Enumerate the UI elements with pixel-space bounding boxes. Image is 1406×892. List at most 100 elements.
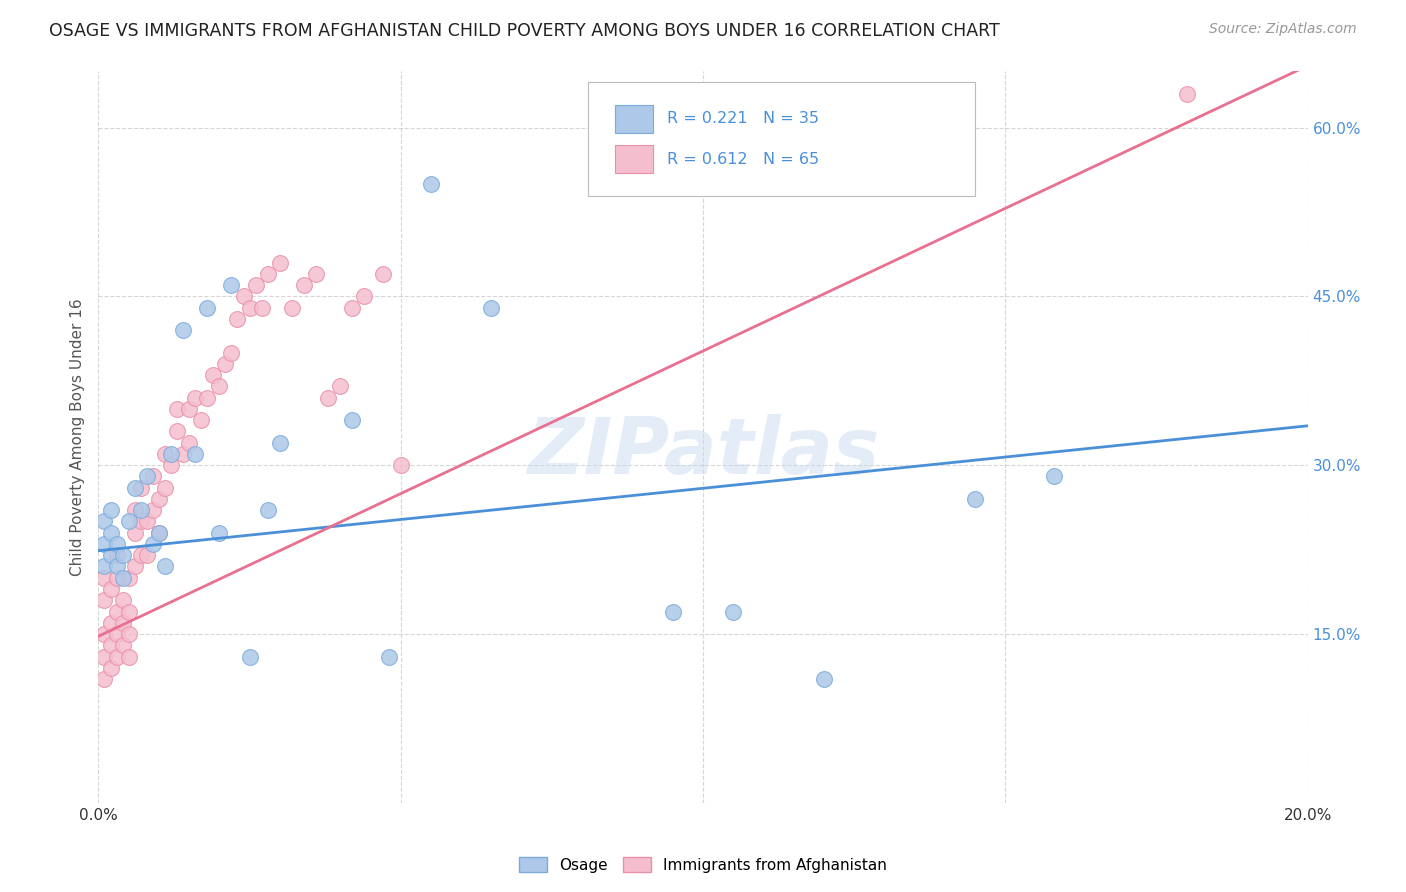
- Point: [256, 503, 278, 517]
- FancyBboxPatch shape: [588, 82, 976, 195]
- Point: [100, 582, 122, 596]
- Text: OSAGE VS IMMIGRANTS FROM AFGHANISTAN CHILD POVERTY AMONG BOYS UNDER 16 CORRELATI: OSAGE VS IMMIGRANTS FROM AFGHANISTAN CHI…: [49, 22, 1000, 40]
- Point: [166, 425, 188, 439]
- Point: [208, 525, 231, 540]
- Point: [100, 661, 122, 675]
- Point: [148, 525, 170, 540]
- Point: [129, 481, 152, 495]
- Point: [105, 627, 128, 641]
- Point: [105, 537, 128, 551]
- Point: [142, 469, 165, 483]
- Point: [160, 458, 183, 473]
- Point: [93, 537, 115, 551]
- Point: [105, 605, 128, 619]
- Point: [111, 571, 134, 585]
- Point: [172, 447, 194, 461]
- Point: [105, 559, 128, 574]
- Point: [100, 615, 122, 630]
- Point: [148, 525, 170, 540]
- Point: [250, 301, 273, 315]
- Point: [118, 649, 141, 664]
- Point: [195, 301, 218, 315]
- Point: [661, 605, 683, 619]
- Point: [93, 571, 115, 585]
- Point: [269, 435, 291, 450]
- Point: [124, 559, 146, 574]
- Point: [420, 177, 443, 191]
- Point: [100, 548, 122, 562]
- Point: [129, 515, 152, 529]
- Point: [105, 548, 128, 562]
- Point: [100, 503, 122, 517]
- Point: [389, 458, 412, 473]
- Point: [239, 649, 262, 664]
- Point: [342, 413, 364, 427]
- Point: [124, 503, 146, 517]
- Point: [148, 491, 170, 506]
- Point: [190, 413, 212, 427]
- Point: [214, 357, 236, 371]
- Point: [813, 672, 835, 686]
- Text: R = 0.612   N = 65: R = 0.612 N = 65: [666, 152, 818, 167]
- Point: [195, 391, 218, 405]
- Point: [329, 379, 352, 393]
- Point: [371, 267, 394, 281]
- Point: [93, 559, 115, 574]
- Y-axis label: Child Poverty Among Boys Under 16: Child Poverty Among Boys Under 16: [69, 298, 84, 576]
- Point: [184, 447, 207, 461]
- Point: [239, 301, 262, 315]
- Text: ZIPatlas: ZIPatlas: [527, 414, 879, 490]
- Point: [129, 503, 152, 517]
- Point: [723, 605, 745, 619]
- Point: [353, 289, 375, 303]
- Point: [153, 559, 176, 574]
- Point: [93, 672, 115, 686]
- Point: [179, 401, 201, 416]
- Point: [111, 638, 134, 652]
- Point: [221, 278, 243, 293]
- Point: [118, 515, 141, 529]
- Point: [184, 391, 207, 405]
- Point: [256, 267, 278, 281]
- Point: [135, 515, 157, 529]
- Legend: Osage, Immigrants from Afghanistan: Osage, Immigrants from Afghanistan: [513, 851, 893, 879]
- Point: [135, 548, 157, 562]
- FancyBboxPatch shape: [614, 145, 654, 173]
- Point: [111, 615, 134, 630]
- Point: [111, 593, 134, 607]
- Point: [221, 345, 243, 359]
- Point: [118, 605, 141, 619]
- FancyBboxPatch shape: [614, 105, 654, 133]
- Point: [111, 548, 134, 562]
- Point: [269, 255, 291, 269]
- Point: [129, 548, 152, 562]
- Point: [1042, 469, 1064, 483]
- Point: [124, 525, 146, 540]
- Point: [232, 289, 254, 303]
- Point: [93, 649, 115, 664]
- Point: [1175, 87, 1198, 101]
- Text: R = 0.221   N = 35: R = 0.221 N = 35: [666, 112, 818, 127]
- Point: [142, 503, 165, 517]
- Point: [105, 571, 128, 585]
- Point: [965, 491, 987, 506]
- Point: [226, 312, 249, 326]
- Point: [153, 447, 176, 461]
- Point: [118, 627, 141, 641]
- Point: [342, 301, 364, 315]
- Point: [160, 447, 183, 461]
- Point: [100, 638, 122, 652]
- Point: [481, 301, 503, 315]
- Point: [208, 379, 231, 393]
- Point: [93, 515, 115, 529]
- Point: [245, 278, 267, 293]
- Point: [93, 627, 115, 641]
- Point: [202, 368, 225, 383]
- Point: [153, 481, 176, 495]
- Point: [118, 571, 141, 585]
- Point: [135, 469, 157, 483]
- Point: [292, 278, 315, 293]
- Text: Source: ZipAtlas.com: Source: ZipAtlas.com: [1209, 22, 1357, 37]
- Point: [93, 593, 115, 607]
- Point: [281, 301, 304, 315]
